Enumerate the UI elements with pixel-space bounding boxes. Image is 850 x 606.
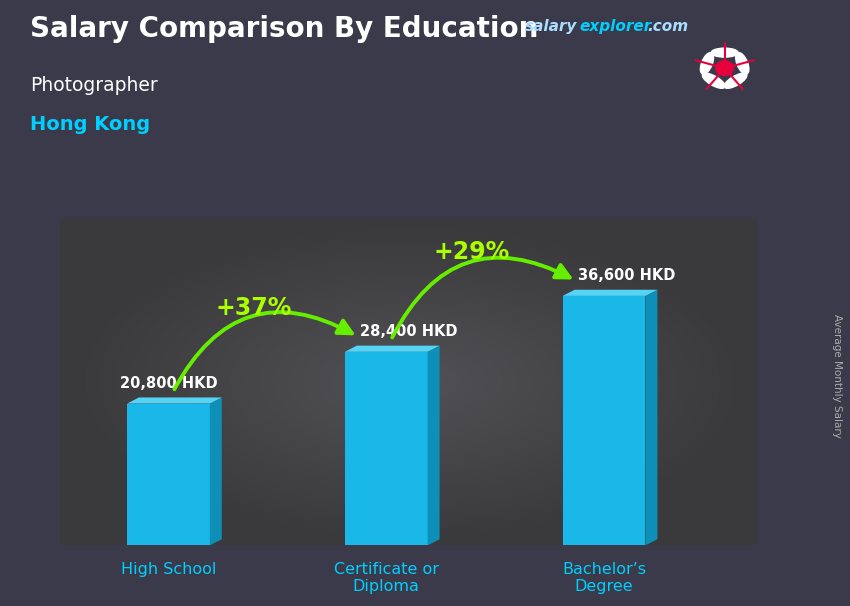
Text: 20,800 HKD: 20,800 HKD — [121, 376, 218, 391]
Ellipse shape — [724, 73, 747, 88]
Text: Hong Kong: Hong Kong — [30, 115, 150, 134]
Text: salary: salary — [525, 19, 578, 35]
Polygon shape — [645, 290, 657, 545]
Ellipse shape — [700, 53, 713, 74]
Text: 36,600 HKD: 36,600 HKD — [578, 268, 675, 283]
Polygon shape — [563, 290, 657, 296]
Text: Salary Comparison By Education: Salary Comparison By Education — [30, 15, 538, 43]
Polygon shape — [210, 398, 222, 545]
Text: .com: .com — [647, 19, 688, 35]
Polygon shape — [127, 398, 222, 404]
Text: Photographer: Photographer — [30, 76, 157, 95]
Polygon shape — [428, 345, 439, 545]
Text: explorer: explorer — [580, 19, 652, 35]
Text: Average Monthly Salary: Average Monthly Salary — [832, 314, 842, 438]
Ellipse shape — [702, 73, 725, 88]
Polygon shape — [345, 345, 439, 351]
Polygon shape — [563, 296, 645, 545]
Polygon shape — [127, 404, 210, 545]
Ellipse shape — [711, 48, 738, 57]
Text: +37%: +37% — [216, 296, 292, 320]
Circle shape — [716, 61, 734, 76]
Ellipse shape — [736, 53, 749, 74]
Text: +29%: +29% — [434, 240, 510, 264]
Polygon shape — [345, 351, 428, 545]
Text: 28,400 HKD: 28,400 HKD — [360, 324, 457, 339]
